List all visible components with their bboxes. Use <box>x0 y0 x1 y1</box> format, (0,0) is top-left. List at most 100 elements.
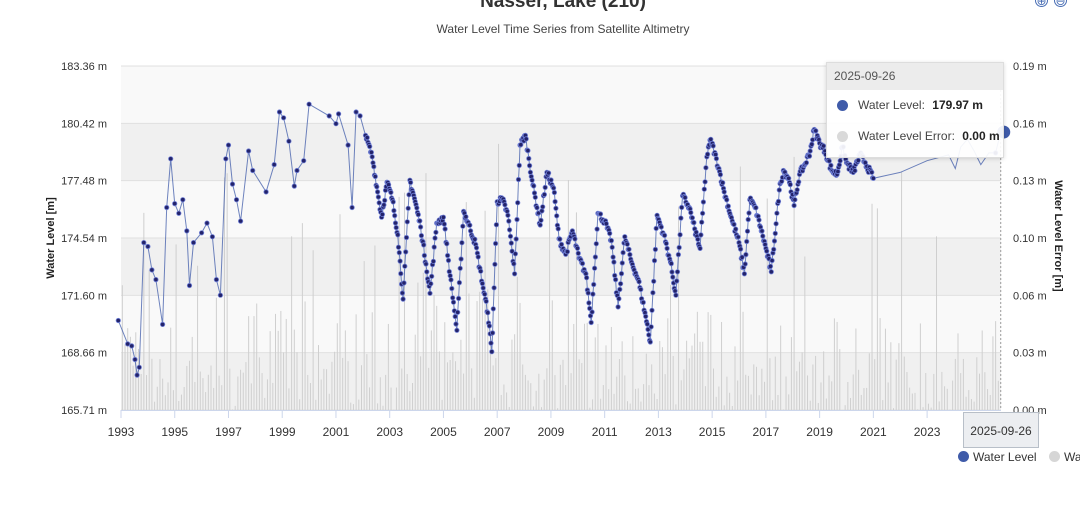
water-level-point <box>826 158 832 164</box>
water-level-point <box>433 229 439 235</box>
water-level-point <box>725 203 731 209</box>
water-level-point <box>515 200 521 206</box>
water-level-point <box>376 200 382 206</box>
water-level-point <box>550 185 557 191</box>
water-level-point <box>442 226 448 232</box>
water-level-point <box>607 230 613 236</box>
water-level-point <box>676 244 682 251</box>
water-level-point <box>588 319 594 326</box>
tooltip-row-water-level: Water Level: 179.97 m <box>827 90 1003 121</box>
water-level-point <box>820 143 827 149</box>
water-level-point <box>735 234 741 240</box>
water-level-point <box>592 254 599 260</box>
water-level-point <box>418 233 424 239</box>
x-tick-label: 2005 <box>430 425 457 439</box>
water-level-point <box>586 300 592 306</box>
water-level-point <box>526 155 532 162</box>
water-level-point <box>213 276 219 283</box>
water-level-point <box>743 252 749 258</box>
water-level-point <box>534 205 540 211</box>
water-level-point <box>233 197 240 203</box>
x-tick-label: 2009 <box>538 425 565 439</box>
water-level-point <box>768 269 774 275</box>
water-level-point <box>759 228 765 234</box>
water-level-point <box>643 313 649 319</box>
water-level-point <box>291 183 297 189</box>
water-level-point <box>294 167 300 174</box>
water-level-point <box>432 235 438 241</box>
water-level-point <box>444 241 450 247</box>
water-level-point <box>209 234 215 240</box>
water-level-point <box>673 292 679 298</box>
y-tick-label: 174.54 m <box>61 233 107 245</box>
water-level-point <box>794 187 800 193</box>
water-level-point <box>301 158 307 164</box>
water-level-point <box>404 219 410 225</box>
water-level-point <box>704 151 711 157</box>
water-level-point <box>403 249 409 255</box>
water-level-point <box>141 240 147 246</box>
water-level-point <box>164 204 170 211</box>
water-level-point <box>449 285 455 292</box>
plot-band <box>121 295 1001 353</box>
water-level-point <box>739 254 745 260</box>
x-tick-label: 2003 <box>376 425 403 439</box>
water-level-point <box>246 148 252 154</box>
x-tick-label: 1993 <box>108 425 135 439</box>
water-level-point <box>505 212 511 218</box>
water-level-point <box>405 205 411 211</box>
water-level-point <box>326 113 332 119</box>
y2-tick-label: 0.06 m <box>1013 290 1047 302</box>
water-level-point <box>225 142 232 148</box>
water-level-point <box>652 246 659 252</box>
water-level-point <box>335 111 342 117</box>
water-level-point <box>669 269 675 275</box>
water-level-point <box>698 232 704 238</box>
water-level-point <box>509 248 515 254</box>
water-level-point <box>813 128 819 134</box>
water-level-point <box>450 299 457 305</box>
water-level-point <box>646 332 652 338</box>
water-level-point <box>796 179 802 185</box>
legend-item-water-level[interactable]: Water Level <box>958 450 1037 464</box>
chart-title: Nasser, Lake (210) <box>480 0 646 12</box>
water-level-point <box>653 225 659 231</box>
water-level-point <box>791 202 797 209</box>
legend-label-water-level: Water Level <box>973 450 1037 464</box>
water-level-point <box>855 157 861 163</box>
water-level-point <box>807 148 813 154</box>
water-level-point <box>870 175 877 181</box>
water-level-point <box>753 205 759 211</box>
y-tick-label: 177.48 m <box>61 176 107 188</box>
water-level-point <box>455 309 461 315</box>
water-level-point <box>674 269 681 275</box>
water-level-point <box>557 236 563 242</box>
water-level-point <box>699 219 705 225</box>
legend-item-water-level-error[interactable]: Wate <box>1048 450 1080 464</box>
water-level-point <box>286 138 292 144</box>
water-level-point <box>744 228 751 234</box>
water-level-point <box>771 238 778 244</box>
tooltip-date: 2025-09-26 <box>827 63 1003 90</box>
water-level-point <box>558 241 565 247</box>
water-level-point <box>744 238 750 245</box>
water-level-point <box>537 222 543 228</box>
water-level-point <box>508 240 514 246</box>
water-level-point <box>491 285 497 291</box>
water-level-point <box>400 296 406 302</box>
water-level-point <box>574 245 581 251</box>
water-level-point <box>554 213 560 219</box>
water-level-point <box>616 296 622 302</box>
water-level-point <box>428 281 434 287</box>
water-level-point <box>531 183 537 189</box>
error-series <box>121 143 999 410</box>
water-level-point <box>403 234 410 241</box>
water-level-point <box>374 184 380 190</box>
water-level-point <box>424 269 430 275</box>
data-tooltip: 2025-09-26 Water Level: 179.97 m Water L… <box>826 62 1004 158</box>
water-level-point <box>357 113 363 119</box>
water-level-point <box>511 271 518 277</box>
y2-tick-label: 0.19 m <box>1013 61 1047 73</box>
y-tick-label: 165.71 m <box>61 405 107 417</box>
water-level-point <box>486 323 492 329</box>
